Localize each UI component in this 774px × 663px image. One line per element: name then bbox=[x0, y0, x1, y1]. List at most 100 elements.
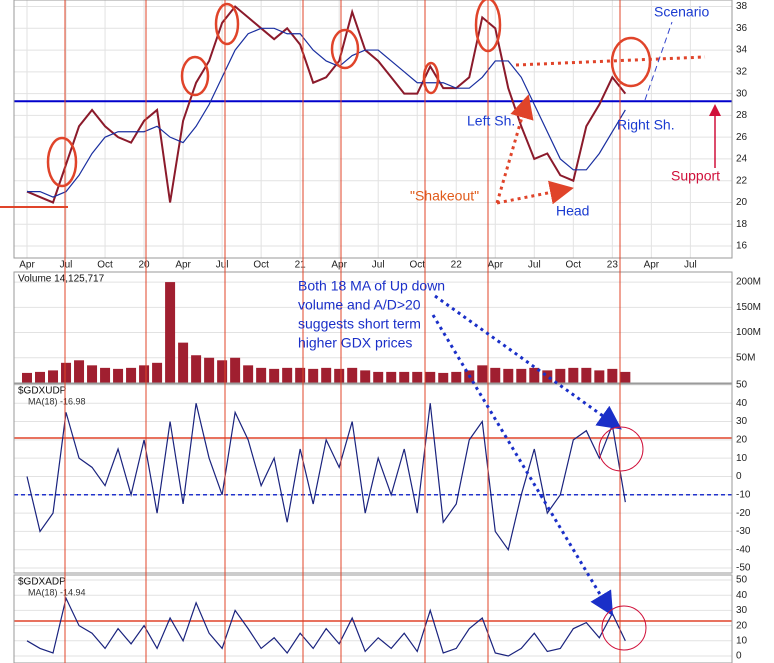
bar bbox=[204, 357, 215, 383]
bar bbox=[607, 368, 618, 383]
y-tick-label: -30 bbox=[736, 526, 751, 537]
annotation: "Shakeout" bbox=[410, 188, 479, 204]
x-tick-label: Apr bbox=[175, 260, 191, 271]
panel bbox=[14, 384, 732, 569]
bar bbox=[126, 367, 137, 383]
y-tick-label: 32 bbox=[736, 66, 748, 77]
x-tick-label: Oct bbox=[409, 260, 425, 271]
bar bbox=[360, 370, 371, 383]
y-tick-label: 0 bbox=[736, 471, 742, 482]
panel-subtitle: MA(18) -14.94 bbox=[28, 587, 86, 597]
bar bbox=[243, 365, 254, 383]
y-tick-label: 150M bbox=[736, 302, 761, 313]
x-tick-label: Jul bbox=[528, 260, 541, 271]
bar bbox=[256, 367, 267, 383]
y-tick-label: 38 bbox=[736, 1, 748, 12]
y-tick-label: 26 bbox=[736, 132, 748, 143]
bar bbox=[113, 368, 124, 383]
x-tick-label: 23 bbox=[607, 260, 619, 271]
y-tick-label: 40 bbox=[736, 398, 748, 409]
y-tick-label: -50 bbox=[736, 563, 751, 574]
bar bbox=[516, 368, 527, 383]
x-tick-label: 22 bbox=[451, 260, 463, 271]
bar bbox=[269, 368, 280, 383]
series-line bbox=[26, 596, 626, 657]
bar bbox=[477, 365, 488, 383]
y-tick-label: 16 bbox=[736, 241, 748, 252]
panel-title: $GDXUDP bbox=[18, 386, 67, 397]
panel-frame bbox=[13, 383, 733, 574]
y-tick-label: 30 bbox=[736, 88, 748, 99]
x-tick-label: Jul bbox=[372, 260, 385, 271]
bar bbox=[373, 371, 384, 383]
panel-frame bbox=[13, 271, 733, 384]
x-tick-label: Apr bbox=[487, 260, 503, 271]
bar bbox=[594, 370, 605, 383]
bar bbox=[399, 371, 410, 383]
panel bbox=[14, 579, 732, 657]
y-tick-label: 34 bbox=[736, 45, 748, 56]
bar bbox=[568, 367, 579, 383]
y-tick-label: 30 bbox=[736, 416, 748, 427]
x-tick-label: Apr bbox=[644, 260, 660, 271]
bar bbox=[217, 360, 228, 383]
bar bbox=[529, 367, 540, 383]
bar bbox=[321, 367, 332, 383]
bar bbox=[386, 371, 397, 383]
panel-frame bbox=[13, 574, 733, 663]
y-tick-label: 10 bbox=[736, 635, 748, 646]
y-tick-label: 28 bbox=[736, 110, 748, 121]
y-tick-label: 18 bbox=[736, 219, 748, 230]
y-tick-label: 50 bbox=[736, 380, 748, 391]
panel-title: $GDXADP bbox=[18, 577, 66, 588]
bar bbox=[620, 371, 631, 383]
y-tick-label: 100M bbox=[736, 327, 761, 338]
series-line bbox=[26, 5, 627, 204]
bar bbox=[347, 367, 358, 383]
y-tick-label: -10 bbox=[736, 489, 751, 500]
bar bbox=[165, 282, 176, 383]
y-tick-label: 20 bbox=[736, 620, 748, 631]
x-tick-label: Oct bbox=[97, 260, 113, 271]
bar bbox=[555, 368, 566, 383]
bar bbox=[48, 370, 59, 383]
bar bbox=[74, 360, 85, 383]
bar bbox=[295, 367, 306, 383]
bar bbox=[87, 365, 98, 383]
annotation: Support bbox=[671, 168, 720, 184]
y-tick-label: 40 bbox=[736, 590, 748, 601]
panels: Apr Jul Oct 20 Apr Jul Oct 21 Apr Jul Oct 22 Apr Jul O… bbox=[13, 0, 761, 663]
bar bbox=[308, 368, 319, 383]
x-tick-label: Apr bbox=[331, 260, 347, 271]
y-tick-label: 20 bbox=[736, 434, 748, 445]
y-tick-label: 36 bbox=[736, 23, 748, 34]
bar bbox=[152, 362, 163, 383]
bar bbox=[191, 355, 202, 383]
y-tick-label: 50 bbox=[736, 575, 748, 586]
bar bbox=[503, 368, 514, 383]
bar bbox=[490, 367, 501, 383]
bar bbox=[100, 367, 111, 383]
annotation: Left Sh. bbox=[467, 113, 515, 129]
bar bbox=[412, 371, 423, 383]
y-tick-label: 22 bbox=[736, 175, 748, 186]
note-line: Both 18 MA of Up down bbox=[298, 278, 445, 294]
bar bbox=[61, 362, 72, 383]
bar bbox=[581, 367, 592, 383]
x-tick-label: Jul bbox=[60, 260, 73, 271]
y-tick-label: 20 bbox=[736, 197, 748, 208]
bar bbox=[451, 371, 462, 383]
bar bbox=[35, 371, 46, 383]
series-line bbox=[26, 403, 626, 552]
bar bbox=[542, 370, 553, 383]
x-tick-label: Oct bbox=[566, 260, 582, 271]
panel bbox=[14, 281, 732, 383]
x-tick-label: Jul bbox=[216, 260, 229, 271]
annotation: Right Sh. bbox=[617, 117, 675, 133]
x-tick-label: 21 bbox=[295, 260, 307, 271]
bar bbox=[282, 367, 293, 383]
y-tick-label: -20 bbox=[736, 508, 751, 519]
panel-subtitle: MA(18) -16.98 bbox=[28, 396, 86, 406]
y-tick-label: 24 bbox=[736, 154, 748, 165]
